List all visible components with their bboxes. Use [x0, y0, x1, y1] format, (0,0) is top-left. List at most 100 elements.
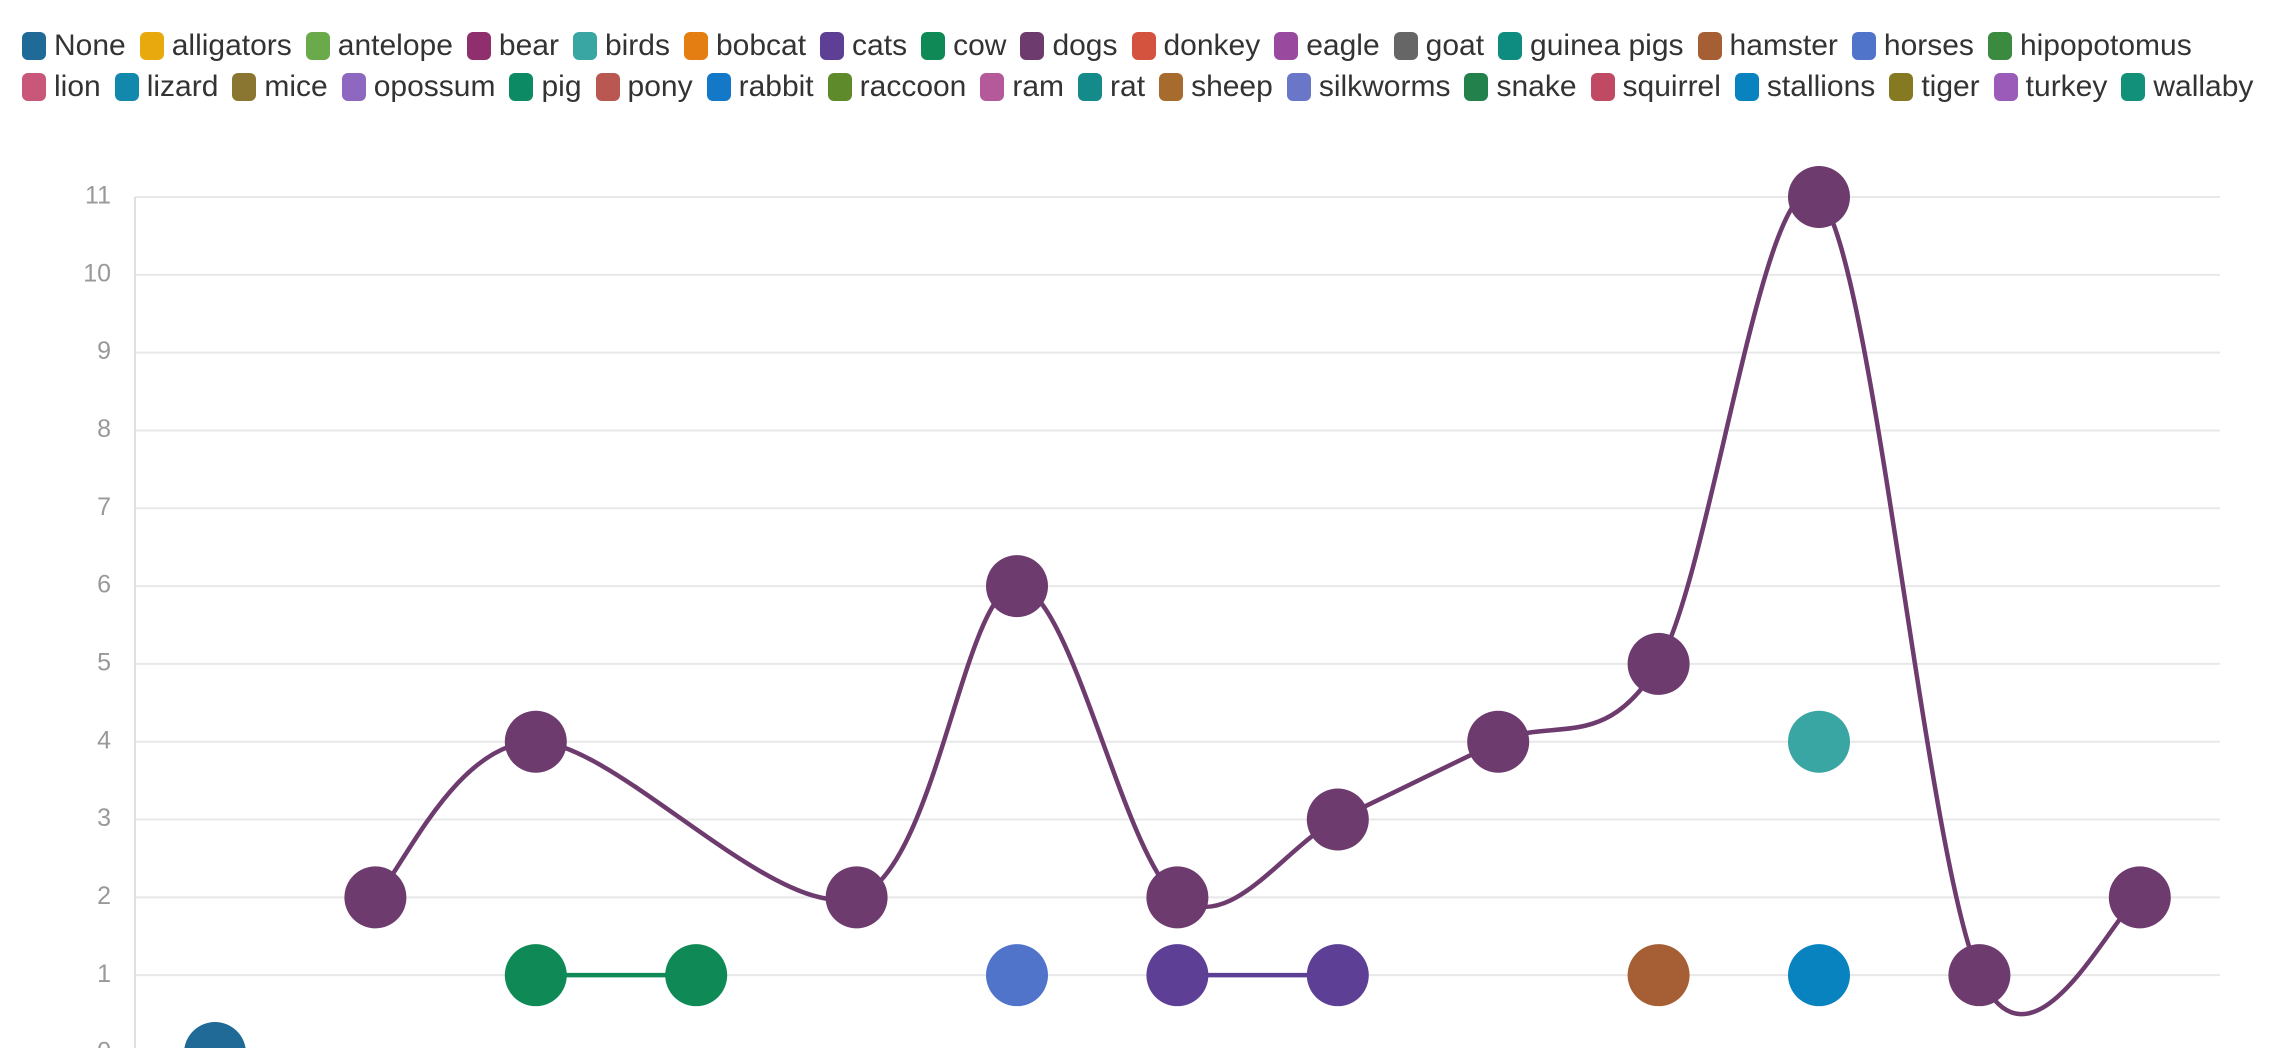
- legend-item[interactable]: None: [22, 28, 126, 63]
- lines: [373, 190, 2142, 1017]
- legend-label: goat: [1425, 29, 1485, 62]
- legend-label: lion: [54, 70, 101, 103]
- legend-item[interactable]: bobcat: [683, 28, 807, 63]
- legend-swatch: [572, 31, 597, 60]
- point: [344, 866, 407, 929]
- point: [1627, 632, 1690, 695]
- legend-swatch: [341, 72, 366, 101]
- legend-swatch: [683, 31, 708, 60]
- legend-item[interactable]: hipopotomus: [1987, 28, 2192, 63]
- legend-label: wallaby: [2153, 70, 2254, 103]
- legend-label: horses: [1883, 29, 1974, 62]
- legend-item[interactable]: squirrel: [1590, 69, 1721, 104]
- legend-label: antelope: [337, 29, 453, 62]
- legend-label: ram: [1012, 70, 1065, 103]
- legend-item[interactable]: hamster: [1697, 28, 1838, 63]
- point: [1467, 710, 1530, 773]
- legend-label: hipopotomus: [2019, 29, 2192, 62]
- legend-item[interactable]: bear: [466, 28, 559, 63]
- legend-item[interactable]: alligators: [139, 28, 292, 63]
- y-tick-label: 5: [97, 649, 111, 677]
- legend-swatch: [921, 31, 946, 60]
- legend-item[interactable]: antelope: [305, 28, 453, 63]
- y-tick-label: 2: [97, 882, 111, 910]
- point: [504, 944, 567, 1007]
- point: [986, 944, 1048, 1007]
- y-tick-label: 3: [97, 804, 111, 832]
- legend-item[interactable]: wallaby: [2121, 69, 2253, 104]
- legend-item[interactable]: silkworms: [1286, 69, 1451, 104]
- legend-item[interactable]: opossum: [341, 69, 495, 104]
- legend-item[interactable]: cats: [820, 28, 907, 63]
- legend-swatch: [1498, 31, 1523, 60]
- legend-item[interactable]: donkey: [1131, 28, 1260, 63]
- legend-item[interactable]: stallions: [1734, 69, 1875, 104]
- y-tick-label: 10: [83, 259, 111, 287]
- point: [2108, 866, 2171, 929]
- legend-item[interactable]: birds: [572, 28, 670, 63]
- legend-item[interactable]: dogs: [1020, 28, 1118, 63]
- legend-item[interactable]: cow: [921, 28, 1006, 63]
- legend-label: alligators: [171, 29, 292, 62]
- legend-label: hamster: [1729, 29, 1838, 62]
- legend-item[interactable]: pig: [509, 69, 582, 104]
- legend-item[interactable]: raccoon: [827, 69, 967, 104]
- point: [1306, 944, 1369, 1007]
- legend-label: raccoon: [859, 70, 967, 103]
- legend-swatch: [114, 72, 139, 101]
- legend-swatch: [1987, 31, 2012, 60]
- legend-label: cats: [852, 29, 908, 62]
- legend-item[interactable]: tiger: [1889, 69, 1980, 104]
- legend-item[interactable]: ram: [980, 69, 1064, 104]
- legend-swatch: [1590, 72, 1615, 101]
- legend-swatch: [1851, 31, 1876, 60]
- legend-item[interactable]: snake: [1464, 69, 1577, 104]
- legend-label: eagle: [1306, 29, 1380, 62]
- legend-swatch: [1159, 72, 1184, 101]
- legend-swatch: [1734, 72, 1759, 101]
- legend-swatch: [1464, 72, 1489, 101]
- legend-swatch: [1274, 31, 1299, 60]
- legend-label: silkworms: [1318, 70, 1451, 103]
- legend-item[interactable]: lion: [22, 69, 101, 104]
- legend-item[interactable]: mice: [232, 69, 328, 104]
- legend-swatch: [827, 72, 852, 101]
- legend-swatch: [820, 31, 845, 60]
- legend-label: bobcat: [715, 29, 807, 62]
- legend-swatch: [1393, 31, 1418, 60]
- y-tick-label: 9: [97, 337, 111, 365]
- legend-item[interactable]: rabbit: [706, 69, 814, 104]
- points: [184, 166, 2171, 1048]
- legend-item[interactable]: goat: [1393, 28, 1485, 63]
- legend-item[interactable]: turkey: [1993, 69, 2108, 104]
- legend-item[interactable]: horses: [1851, 28, 1974, 63]
- point: [1788, 710, 1850, 773]
- legend-swatch: [466, 31, 491, 60]
- legend-label: bear: [498, 29, 559, 62]
- y-tick-label: 0: [97, 1038, 111, 1048]
- point: [1306, 788, 1369, 851]
- legend-item[interactable]: eagle: [1274, 28, 1380, 63]
- legend-label: snake: [1496, 70, 1577, 103]
- legend-label: squirrel: [1622, 70, 1721, 103]
- legend-swatch: [706, 72, 731, 101]
- series-line: [373, 190, 2142, 1017]
- point: [184, 1022, 246, 1048]
- legend-swatch: [305, 31, 330, 60]
- legend-label: mice: [264, 70, 328, 103]
- legend-item[interactable]: rat: [1078, 69, 1145, 104]
- legend-label: pig: [541, 70, 582, 103]
- legend-label: turkey: [2025, 70, 2108, 103]
- legend-item[interactable]: lizard: [114, 69, 219, 104]
- legend-label: dogs: [1052, 29, 1118, 62]
- legend-item[interactable]: pony: [595, 69, 693, 104]
- legend-label: lizard: [146, 70, 219, 103]
- legend-swatch: [1993, 72, 2018, 101]
- legend-item[interactable]: sheep: [1159, 69, 1273, 104]
- point: [1146, 866, 1209, 929]
- legend-label: sheep: [1191, 70, 1273, 103]
- legend-item[interactable]: guinea pigs: [1498, 28, 1684, 63]
- legend-swatch: [595, 72, 620, 101]
